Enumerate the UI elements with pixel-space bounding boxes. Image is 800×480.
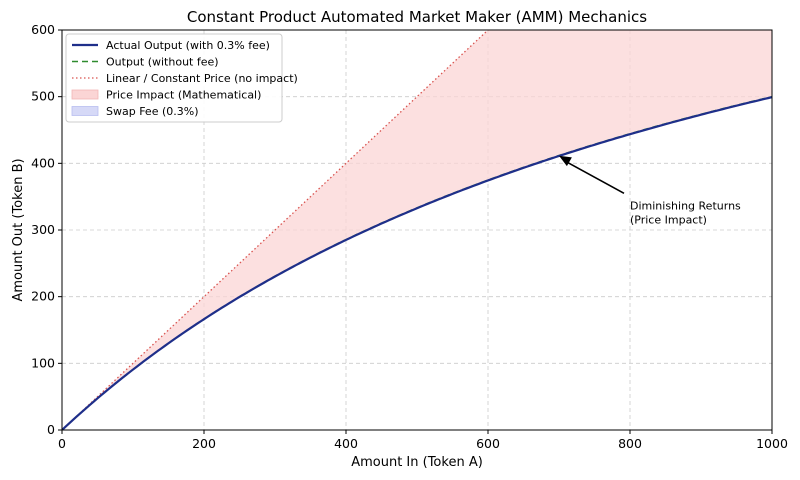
- x-tick-label: 0: [58, 436, 66, 451]
- x-tick-label: 600: [476, 436, 500, 451]
- x-tick-label: 800: [618, 436, 642, 451]
- x-axis-label: Amount In (Token A): [351, 455, 483, 470]
- tick-layer: 0 200 400 600 800 1000 0 100 200 300 400 500 600: [31, 22, 788, 451]
- series-linear-line: [62, 30, 489, 430]
- legend-entry: Linear / Constant Price (no impact): [106, 72, 298, 85]
- annotation-layer: Diminishing Returns(Price Impact): [559, 155, 741, 226]
- legend-swatch: [71, 89, 99, 100]
- legend-entry: Price Impact (Mathematical): [106, 89, 261, 102]
- y-axis-label: Amount Out (Token B): [11, 158, 26, 301]
- legend-box: [65, 33, 283, 123]
- y-tick-label: 0: [47, 422, 55, 437]
- price-impact-area: [62, 30, 772, 430]
- legend-entry: Output (without fee): [106, 56, 219, 69]
- annotation-text: (Price Impact): [630, 213, 707, 226]
- y-tick-label: 100: [31, 355, 55, 370]
- y-tick-label: 200: [31, 289, 55, 304]
- series-actual-output-line: [62, 96, 772, 430]
- legend: Actual Output (with 0.3% fee) Output (wit…: [65, 33, 298, 123]
- annotation-arrow-shaft: [567, 162, 625, 195]
- annotation-arrow-head: [559, 155, 572, 167]
- legend-swatch: [71, 106, 99, 116]
- y-tick-label: 400: [31, 155, 55, 170]
- area-layer: [62, 30, 772, 430]
- y-tick-label: 600: [31, 22, 55, 37]
- x-tick-label: 1000: [756, 436, 788, 451]
- annotation-text: Diminishing Returns: [630, 199, 741, 212]
- x-tick-label: 200: [192, 436, 216, 451]
- y-tick-label: 300: [31, 222, 55, 237]
- series-layer: [62, 30, 772, 430]
- y-tick-label: 500: [31, 89, 55, 104]
- x-tick-label: 400: [334, 436, 358, 451]
- chart-title: Constant Product Automated Market Maker …: [187, 8, 647, 26]
- legend-entry: Swap Fee (0.3%): [106, 105, 199, 118]
- legend-entry: Actual Output (with 0.3% fee): [106, 39, 270, 52]
